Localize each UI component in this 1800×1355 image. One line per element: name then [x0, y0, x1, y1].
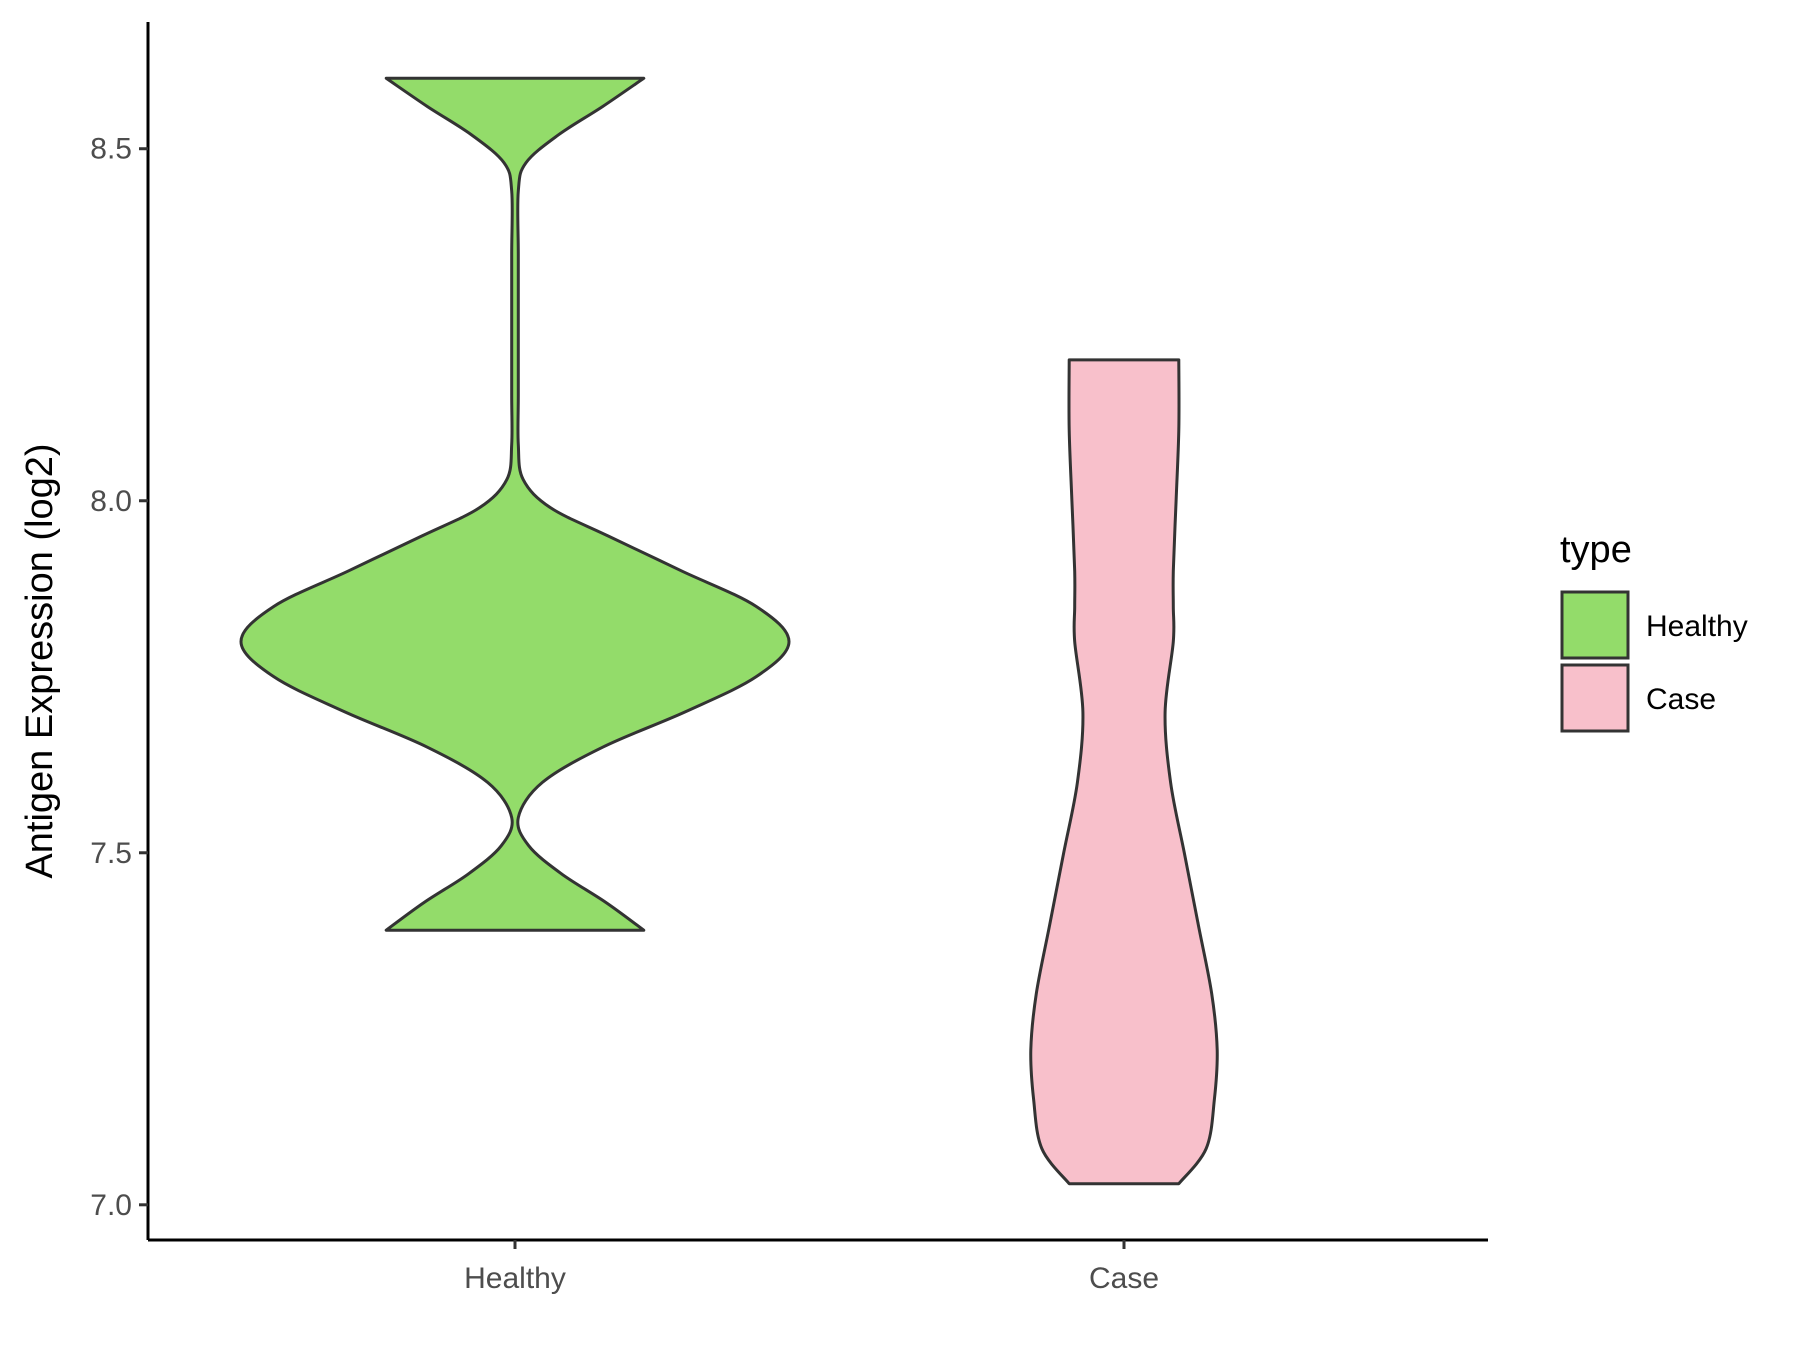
violin-healthy [239, 76, 791, 932]
x-ticks: Healthy Case [464, 1240, 1159, 1295]
violin-layer [239, 76, 1219, 1186]
y-tick-label: 7.5 [90, 837, 132, 870]
y-tick-label: 8.5 [90, 133, 132, 166]
legend-title: type [1560, 529, 1632, 571]
x-tick-label: Healthy [464, 1262, 566, 1295]
x-tick-label: Case [1089, 1262, 1159, 1295]
y-axis-title: Antigen Expression (log2) [19, 443, 61, 878]
y-tick-label: 8.0 [90, 485, 132, 518]
legend-swatch-case [1560, 663, 1630, 733]
legend-items: Healthy Case [1560, 590, 1748, 733]
y-ticks: 7.0 7.5 8.0 8.5 [90, 133, 148, 1222]
legend: type Healthy Case [1560, 529, 1748, 733]
violin-case [1029, 358, 1219, 1186]
legend-label-healthy: Healthy [1646, 610, 1748, 643]
y-tick-label: 7.0 [90, 1189, 132, 1222]
axes: 7.0 7.5 8.0 8.5 Healthy Case [90, 22, 1488, 1295]
legend-swatch-healthy [1560, 590, 1630, 660]
legend-label-case: Case [1646, 683, 1716, 716]
